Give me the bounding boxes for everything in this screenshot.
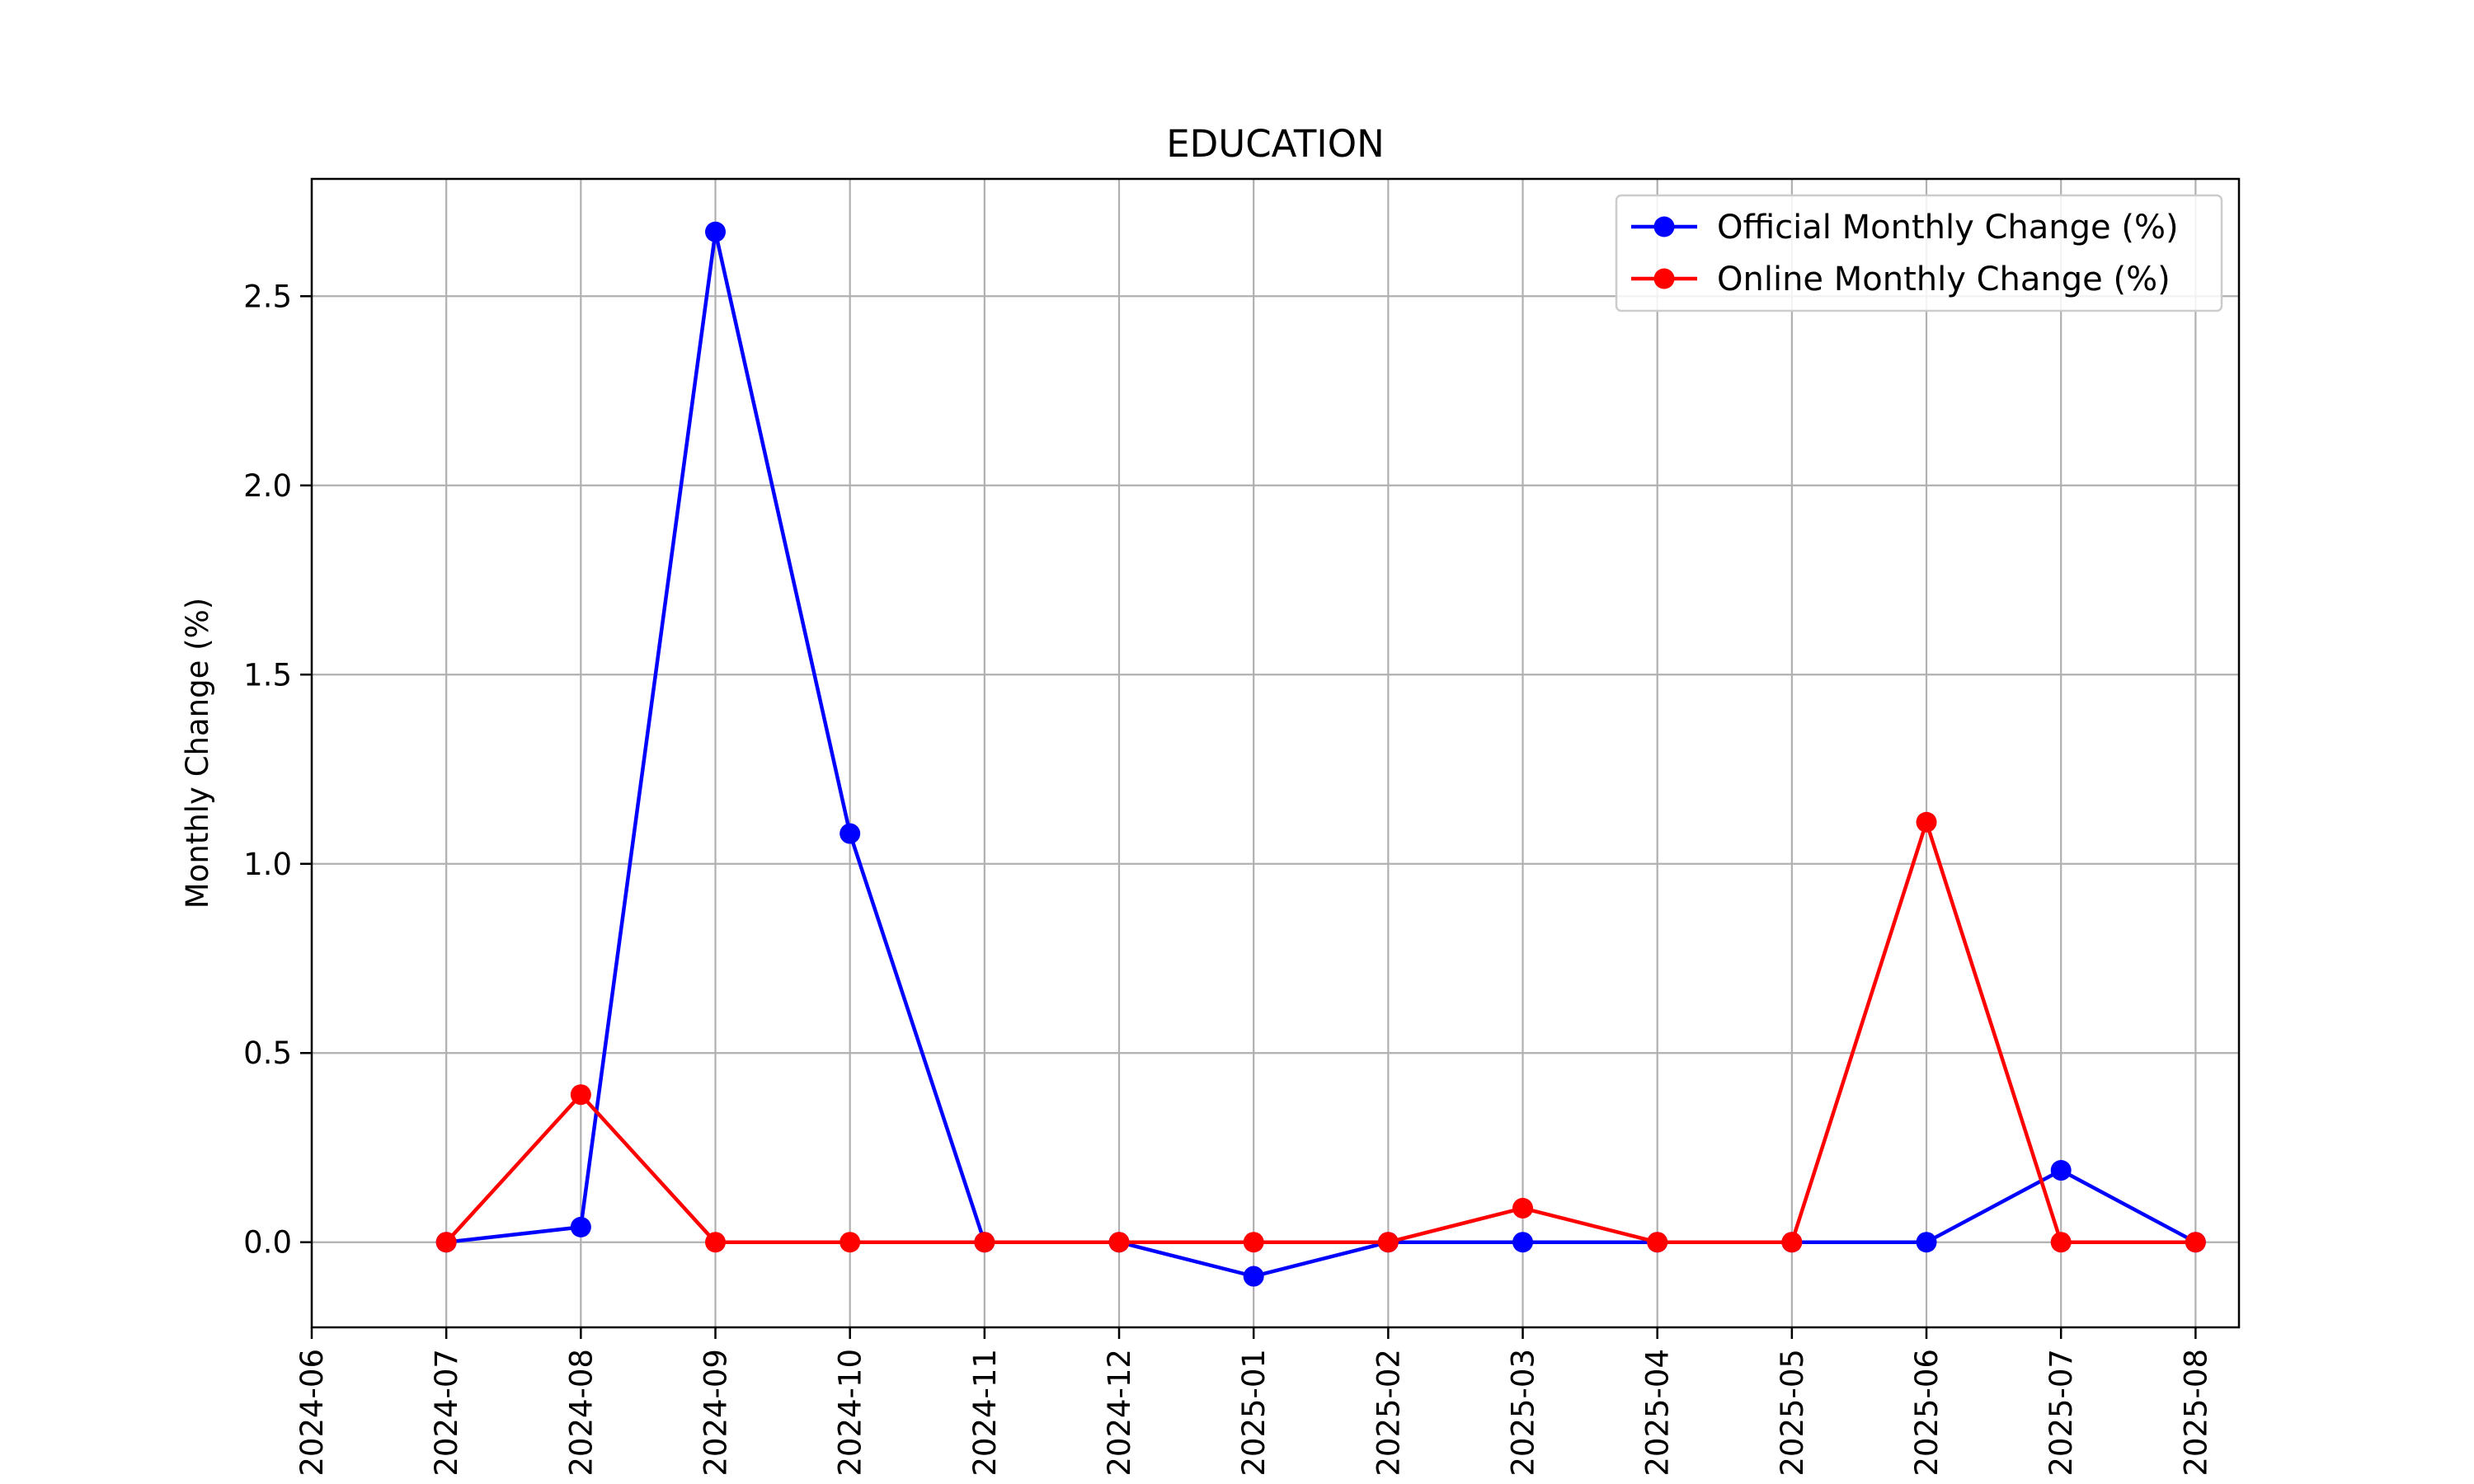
ticks: 2024-06 2024-07 2024-08 2024-09 2024-10 2024-… (243, 279, 2213, 1476)
series-0-point (1916, 1232, 1937, 1253)
series-1-point (1781, 1232, 1803, 1253)
y-tick-label: 0.0 (243, 1225, 292, 1261)
x-tick-label: 2024-09 (698, 1349, 734, 1477)
series-1-point (974, 1232, 995, 1253)
series-1-point (1647, 1232, 1668, 1253)
y-tick-label: 2.0 (243, 468, 292, 504)
series-0-point (570, 1216, 591, 1237)
chart-title: EDUCATION (1166, 122, 1385, 166)
series-1-point (840, 1232, 861, 1253)
x-tick-label: 2025-06 (1909, 1349, 1945, 1477)
x-tick-label: 2024-08 (563, 1349, 599, 1477)
plot-frame (310, 177, 2241, 1329)
series-1-point (705, 1232, 727, 1253)
series-0-point (840, 823, 861, 844)
y-axis-label: Monthly Change (%) (180, 598, 215, 909)
legend-marker (1653, 268, 1675, 289)
x-tick-label: 2025-08 (2178, 1349, 2213, 1477)
series-1-point (2050, 1232, 2072, 1253)
x-tick-label: 2024-07 (429, 1349, 464, 1477)
legend-box (1615, 194, 2223, 312)
series-0-point (1512, 1232, 1534, 1253)
series-0-point (2050, 1160, 2072, 1181)
x-tick-label: 2024-10 (833, 1349, 868, 1477)
x-tick-label: 2024-11 (967, 1349, 1003, 1477)
grid (310, 179, 2239, 1327)
series-1-point (1377, 1232, 1399, 1253)
series-1-point (1916, 811, 1937, 833)
series-1-point (1512, 1197, 1534, 1219)
series-line-0 (445, 230, 2197, 1279)
legend-marker (1653, 216, 1675, 237)
x-tick-label: 2025-02 (1371, 1349, 1406, 1477)
x-tick-label: 2024-12 (1102, 1349, 1137, 1477)
x-tick-label: 2024-06 (294, 1349, 330, 1477)
x-tick-label: 2025-07 (2044, 1349, 2079, 1477)
x-tick-label: 2025-01 (1236, 1349, 1272, 1477)
x-tick-label: 2025-05 (1775, 1349, 1810, 1477)
series-1-point (570, 1084, 591, 1106)
series-1-point (435, 1232, 457, 1253)
series-1-point (2185, 1232, 2206, 1253)
plot-series (435, 221, 2206, 1287)
legend: Official Monthly Change (%) Online Monthl… (1615, 194, 2223, 312)
x-tick-label: 2025-03 (1506, 1349, 1541, 1477)
y-tick-label: 0.5 (243, 1036, 292, 1071)
series-1-point (1243, 1232, 1264, 1253)
series-1-point (1108, 1232, 1130, 1253)
series-line-1 (444, 820, 2196, 1244)
legend-entry: Online Monthly Change (%) (1717, 261, 2171, 298)
x-tick-label: 2025-04 (1640, 1349, 1676, 1477)
series-0-point (705, 221, 727, 242)
y-tick-label: 1.0 (243, 847, 292, 882)
y-tick-label: 1.5 (243, 657, 292, 693)
series-0-point (1243, 1266, 1264, 1287)
legend-entry: Official Monthly Change (%) (1717, 209, 2179, 247)
y-tick-label: 2.5 (243, 279, 292, 314)
